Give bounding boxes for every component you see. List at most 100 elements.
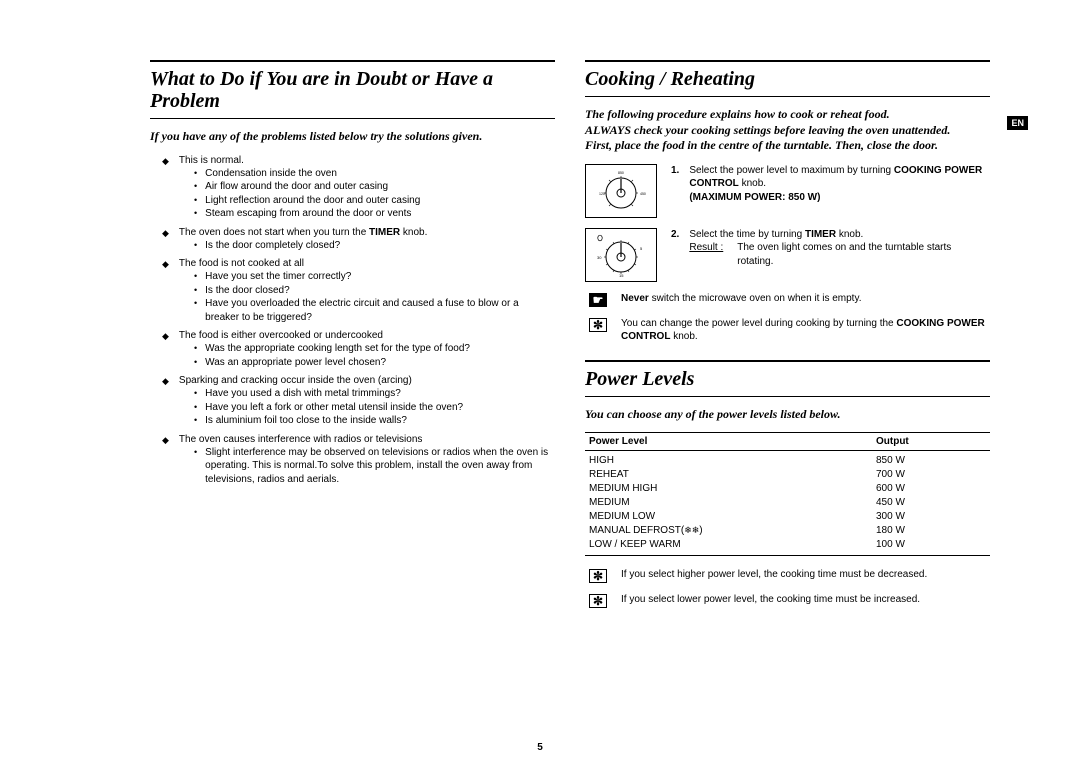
result-text: The oven light comes on and the turntabl… <box>737 241 990 268</box>
bullet-dot-icon: • <box>194 446 197 487</box>
svg-text:15: 15 <box>619 273 624 278</box>
step-1-block: 120 450 850 1. Select the power level to… <box>585 164 990 218</box>
cell-output: 600 W <box>876 482 986 496</box>
step-1-mid: knob. <box>739 178 766 189</box>
table-row: MEDIUM450 W <box>589 496 986 510</box>
cooking-intro-line2: ALWAYS check your cooking settings befor… <box>585 123 950 137</box>
cell-output: 850 W <box>876 454 986 468</box>
note3-text: If you select higher power level, the co… <box>621 568 927 583</box>
troubleshoot-header: ◆The food is not cooked at all <box>162 258 555 270</box>
table-row: MEDIUM HIGH600 W <box>589 482 986 496</box>
bullet-text: Have you set the timer correctly? <box>205 270 351 284</box>
troubleshoot-bullet: •Condensation inside the oven <box>194 167 555 181</box>
note-never-empty: ☛ Never switch the microwave oven on whe… <box>589 292 990 307</box>
troubleshoot-bullet: •Is the door closed? <box>194 284 555 298</box>
step-2-block: 30 5 15 2. Select the time by turning TI… <box>585 228 990 282</box>
result-label: Result : <box>689 241 723 268</box>
cell-output: 450 W <box>876 496 986 510</box>
page-number: 5 <box>537 742 543 753</box>
svg-text:5: 5 <box>640 246 643 251</box>
troubleshoot-bullet: • Air flow around the door and outer casi… <box>194 180 555 194</box>
diamond-icon: ◆ <box>162 331 169 342</box>
troubleshoot-bullet: • Have you overloaded the electric circui… <box>194 297 555 324</box>
cooking-intro-line1: The following procedure explains how to … <box>585 107 890 121</box>
bullet-text: Have you overloaded the electric circuit… <box>205 297 555 324</box>
bullet-dot-icon: • <box>194 356 197 370</box>
note1-rest: switch the microwave oven on when it is … <box>649 293 862 304</box>
bullet-dot-icon: • <box>194 387 197 401</box>
troubleshoot-group: ◆The food is not cooked at all•Have you … <box>150 258 555 324</box>
right-column: Cooking / Reheating The following proced… <box>585 60 990 618</box>
troubleshoot-bullet: • Have you set the timer correctly? <box>194 270 555 284</box>
troubleshoot-group: ◆This is normal.•Condensation inside the… <box>150 155 555 221</box>
bullet-text: Have you used a dish with metal trimming… <box>205 387 401 401</box>
col-output: Output <box>876 436 986 447</box>
diamond-icon: ◆ <box>162 376 169 387</box>
note2-pre: You can change the power level during co… <box>621 318 896 329</box>
bullet-dot-icon: • <box>194 194 197 208</box>
troubleshoot-bullets: • Was the appropriate cooking length set … <box>194 342 555 369</box>
bullet-text: Is the door completely closed? <box>205 239 340 253</box>
star-icon: ✼ <box>589 318 607 332</box>
star-icon: ✼ <box>589 594 607 608</box>
col-power-level: Power Level <box>589 436 876 447</box>
left-column: What to Do if You are in Doubt or Have a… <box>150 60 555 618</box>
page-content: What to Do if You are in Doubt or Have a… <box>0 0 1080 638</box>
note4-text: If you select lower power level, the coo… <box>621 593 920 608</box>
bullet-dot-icon: • <box>194 414 197 428</box>
step-2-pre: Select the time by turning <box>689 229 805 240</box>
cooking-intro-line3: First, place the food in the centre of t… <box>585 138 938 152</box>
cell-power-level: MEDIUM <box>589 496 876 510</box>
note-lower-power: ✼ If you select lower power level, the c… <box>589 593 990 608</box>
cell-power-level: REHEAT <box>589 468 876 482</box>
step-2-bold: TIMER <box>805 229 836 240</box>
troubleshoot-bullets: •Slight interference may be observed on … <box>194 446 555 487</box>
troubleshoot-header: ◆The food is either overcooked or underc… <box>162 330 555 342</box>
diamond-icon: ◆ <box>162 156 169 167</box>
bullet-dot-icon: • <box>194 401 197 415</box>
troubleshoot-bullet: •Slight interference may be observed on … <box>194 446 555 487</box>
step-2-body: Select the time by turning TIMER knob. R… <box>689 228 990 269</box>
troubleshoot-bullets: •Is the door completely closed? <box>194 239 555 253</box>
troubleshoot-header-text: Sparking and cracking occur inside the o… <box>179 375 412 386</box>
step-2-post: knob. <box>836 229 863 240</box>
troubleshoot-header: ◆This is normal. <box>162 155 555 167</box>
svg-text:850: 850 <box>618 171 624 175</box>
bullet-dot-icon: • <box>194 270 197 284</box>
table-header: Power Level Output <box>585 432 990 451</box>
troubleshoot-bullet: • Light reflection around the door and ou… <box>194 194 555 208</box>
troubleshoot-bullet: • Is aluminium foil too close to the insi… <box>194 414 555 428</box>
note2-post: knob. <box>670 331 697 342</box>
troubleshoot-header: ◆The oven causes interference with radio… <box>162 434 555 446</box>
table-row: MEDIUM LOW300 W <box>589 510 986 524</box>
troubleshoot-bullet: •Is the door completely closed? <box>194 239 555 253</box>
table-row: MANUAL DEFROST(❄❄)180 W <box>589 524 986 538</box>
bullet-text: Is aluminium foil too close to the insid… <box>205 414 407 428</box>
defrost-icon: ❄❄ <box>684 525 699 535</box>
table-row: REHEAT700 W <box>589 468 986 482</box>
bullet-dot-icon: • <box>194 180 197 194</box>
bullet-text: Slight interference may be observed on t… <box>205 446 555 487</box>
bullet-text: Steam escaping from around the door or v… <box>205 207 411 221</box>
cell-output: 100 W <box>876 538 986 552</box>
troubleshoot-bullet: •Was an appropriate power level chosen? <box>194 356 555 370</box>
bullet-text: Light reflection around the door and out… <box>205 194 420 208</box>
star-icon: ✼ <box>589 569 607 583</box>
note-change-power: ✼ You can change the power level during … <box>589 317 990 344</box>
bullet-text: Air flow around the door and outer casin… <box>205 180 388 194</box>
bullet-text: Was the appropriate cooking length set f… <box>205 342 470 356</box>
step-1-number: 1. <box>671 164 679 205</box>
language-badge: EN <box>1007 116 1028 130</box>
bullet-dot-icon: • <box>194 207 197 221</box>
step-1-bold2: (MAXIMUM POWER: 850 W) <box>689 192 820 203</box>
cooking-intro: The following procedure explains how to … <box>585 107 990 154</box>
diamond-icon: ◆ <box>162 259 169 270</box>
cell-output: 180 W <box>876 524 986 538</box>
svg-text:30: 30 <box>597 255 602 260</box>
troubleshoot-intro: If you have any of the problems listed b… <box>150 129 555 145</box>
step-2-number: 2. <box>671 228 679 269</box>
bullet-dot-icon: • <box>194 297 197 324</box>
troubleshoot-group: ◆ Sparking and cracking occur inside the … <box>150 375 555 428</box>
cell-power-level: LOW / KEEP WARM <box>589 538 876 552</box>
cell-power-level: MANUAL DEFROST(❄❄) <box>589 524 876 538</box>
